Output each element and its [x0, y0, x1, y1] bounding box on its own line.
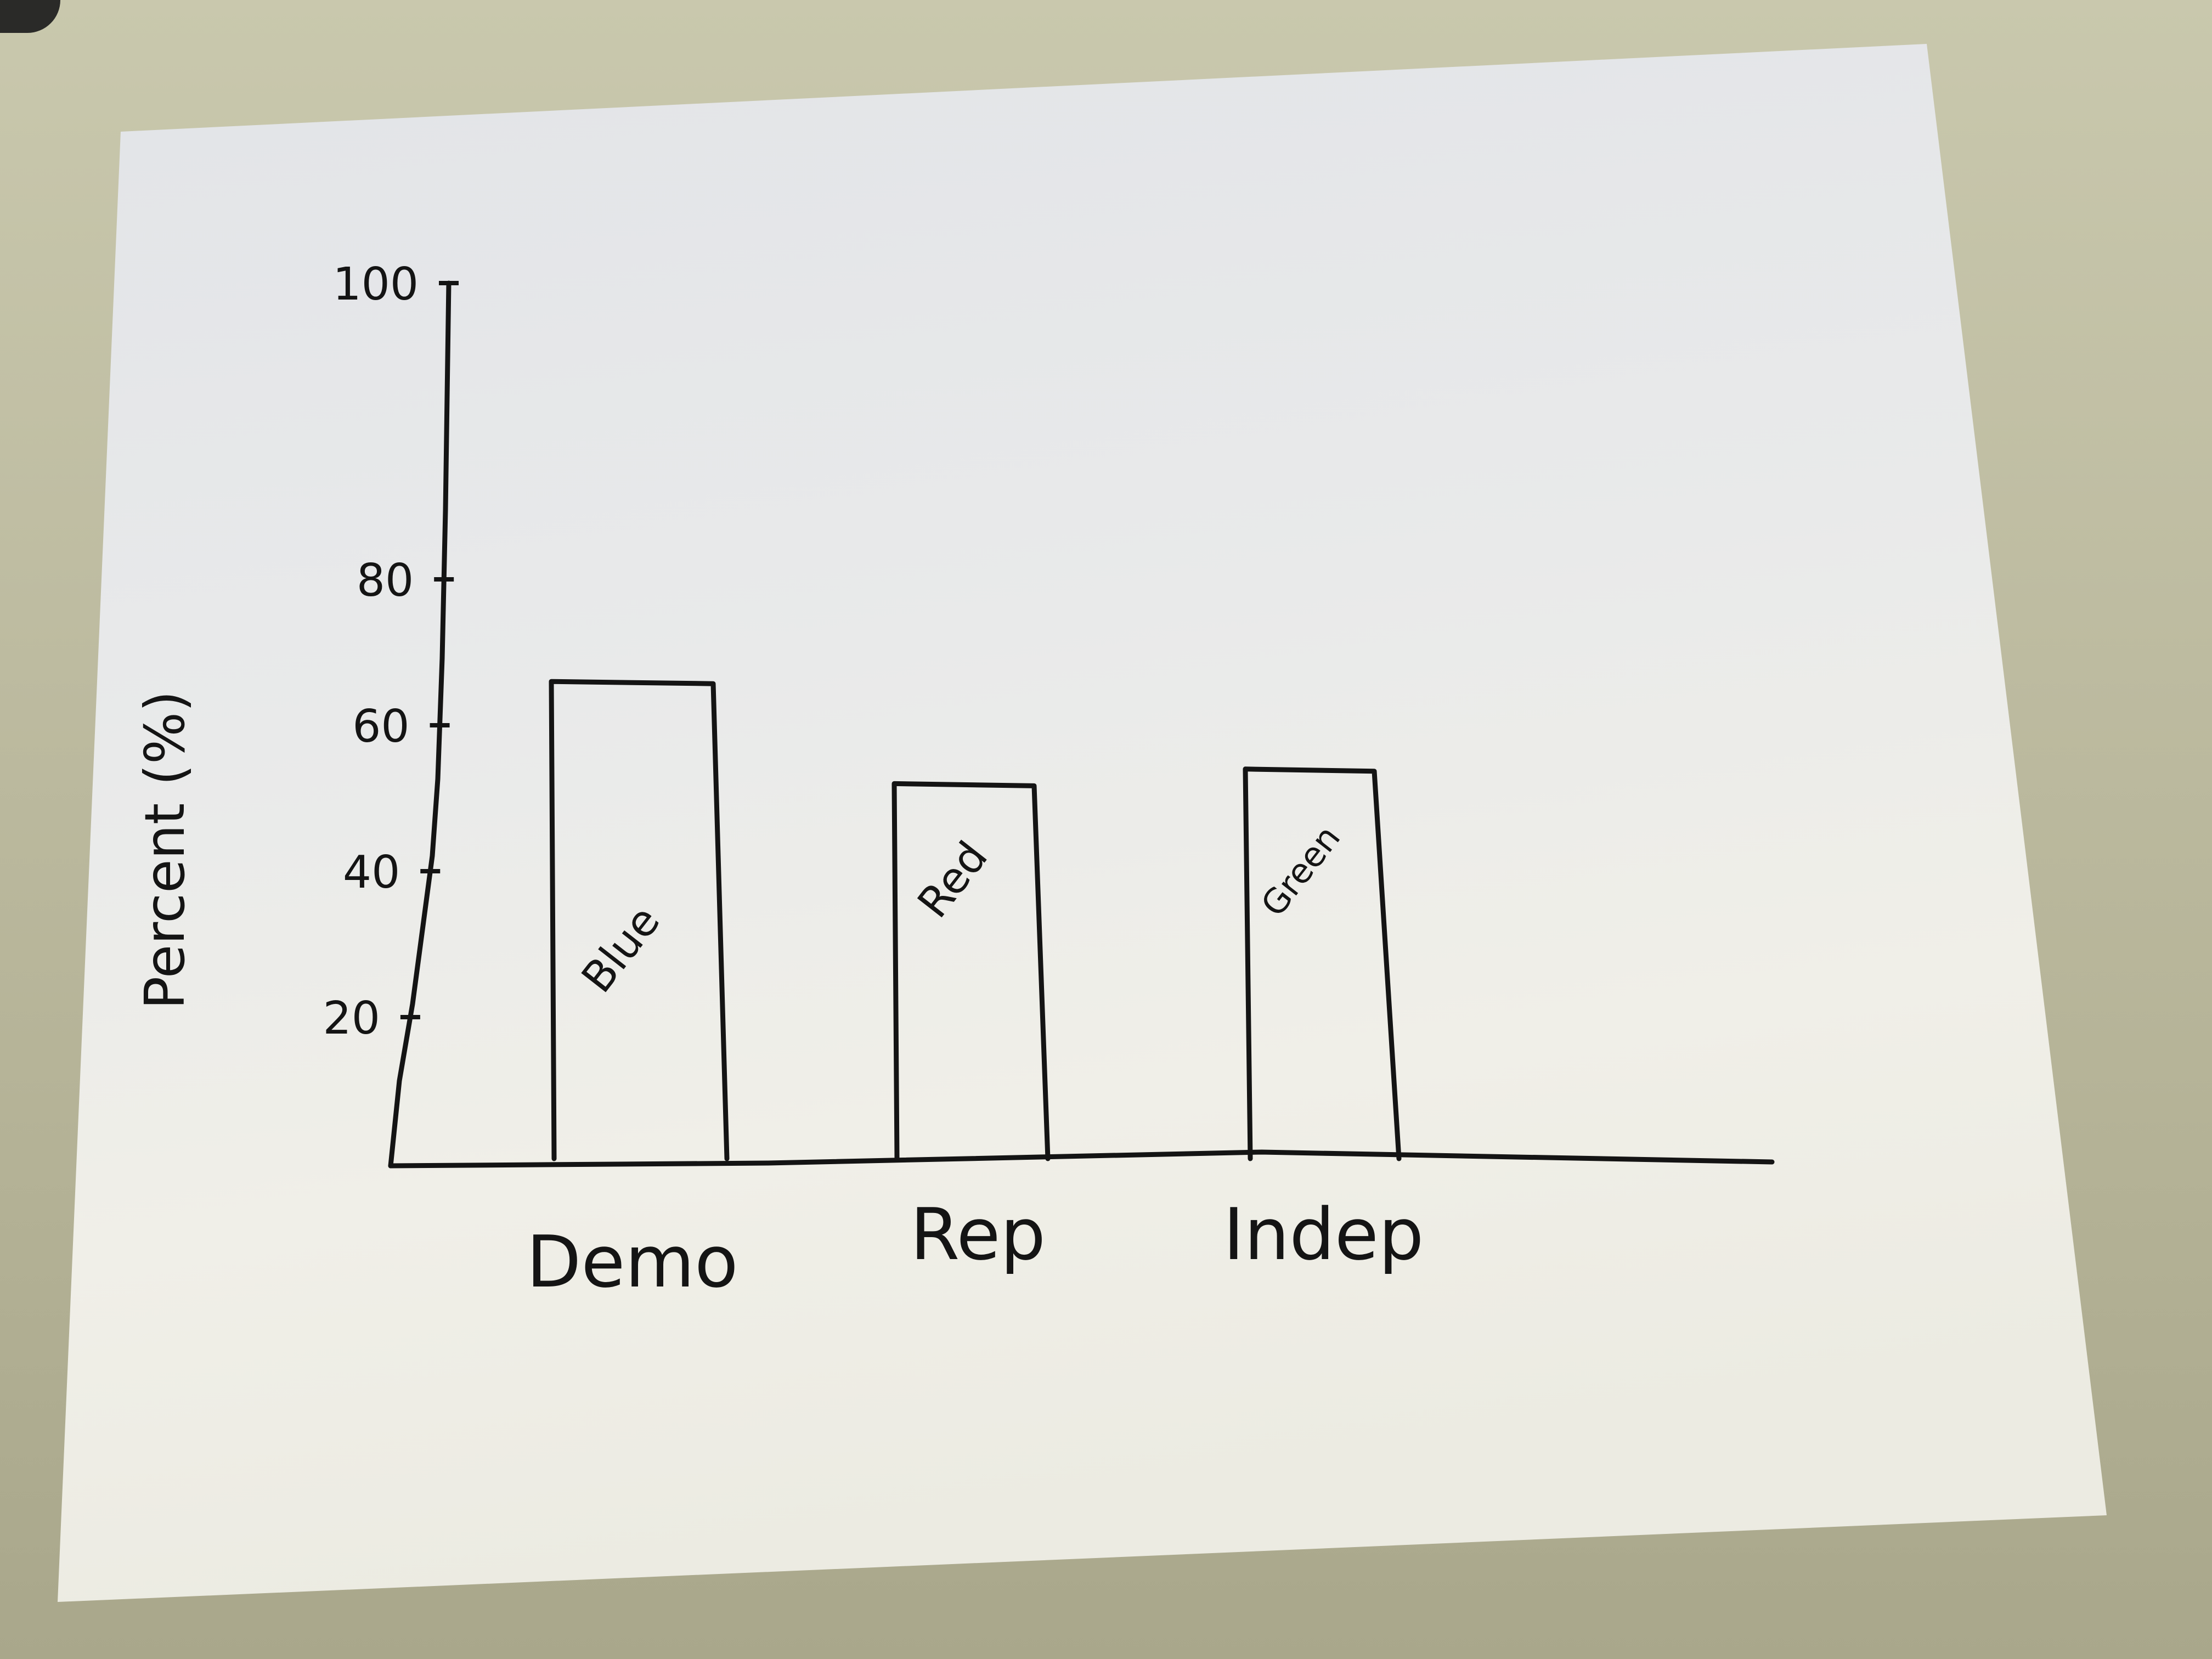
y-tick-label-40: 40 — [343, 847, 400, 899]
y-ticks: 20 40 60 80 100 — [323, 258, 459, 1045]
x-tick-label-indep: Indep — [1223, 1193, 1424, 1276]
x-axis — [388, 1149, 1775, 1169]
bar-demo — [549, 679, 730, 1161]
bar-indep — [1243, 766, 1402, 1161]
x-tick-labels: Demo Rep Indep — [526, 1193, 1424, 1304]
y-tick-label-80: 80 — [357, 555, 414, 607]
y-tick-label-20: 20 — [323, 992, 380, 1045]
paper-sheet — [58, 44, 2107, 1602]
x-tick-label-rep: Rep — [910, 1193, 1046, 1276]
bar-rep — [891, 781, 1051, 1161]
y-axis-label: Percent (%) — [133, 691, 197, 1009]
x-tick-label-demo: Demo — [526, 1220, 738, 1304]
y-tick-label-100: 100 — [332, 258, 419, 311]
y-tick-label-60: 60 — [352, 701, 409, 753]
y-axis — [388, 280, 452, 1169]
